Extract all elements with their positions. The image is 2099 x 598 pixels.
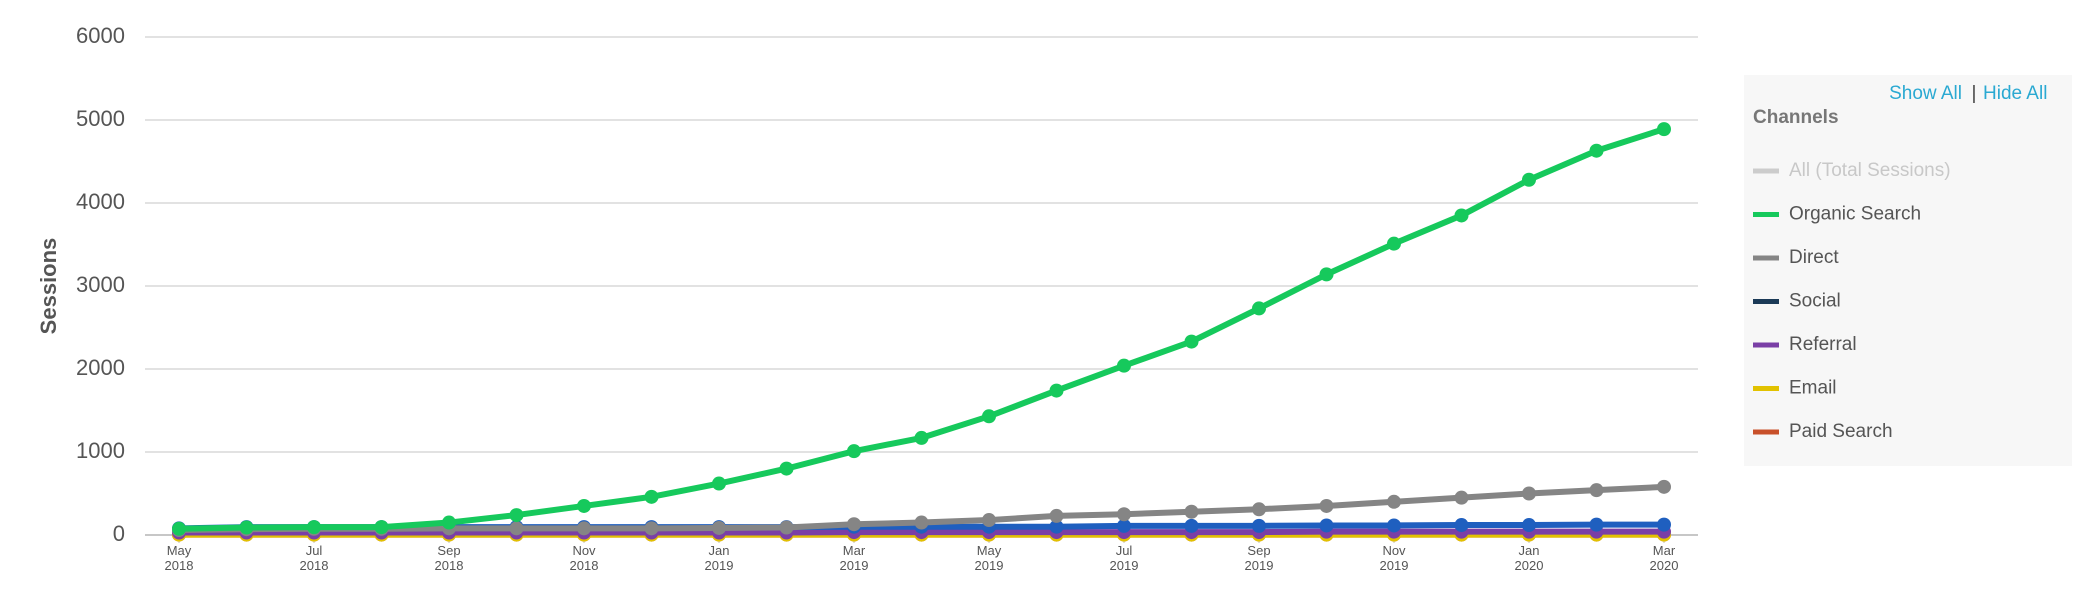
point	[374, 520, 389, 535]
legend-label[interactable]: Referral	[1789, 334, 1857, 355]
point	[1454, 518, 1469, 533]
point	[1657, 517, 1671, 532]
point	[1252, 518, 1266, 533]
point	[1049, 519, 1064, 534]
point	[914, 515, 929, 530]
legend-box	[1744, 75, 2072, 466]
y-tick-label: 4000	[76, 189, 125, 214]
x-tick-label: Jan 2020	[1515, 543, 1544, 573]
point	[442, 515, 456, 530]
point	[577, 521, 591, 536]
x-tick-label: Mar 2019	[840, 543, 869, 573]
point	[644, 521, 659, 536]
point	[172, 521, 186, 536]
point	[1522, 518, 1536, 533]
legend-label[interactable]: Organic Search	[1789, 204, 1921, 225]
point	[1117, 507, 1131, 522]
point	[1049, 383, 1064, 398]
point	[1522, 172, 1536, 187]
y-tick-label: 3000	[76, 272, 125, 297]
point	[982, 409, 996, 424]
x-tick-label: Jan 2019	[705, 543, 734, 573]
point	[1184, 504, 1199, 519]
point	[779, 461, 794, 476]
separator: |	[1972, 83, 1977, 104]
point	[1657, 122, 1671, 137]
y-tick-label: 1000	[76, 438, 125, 463]
point	[982, 513, 996, 528]
legend-label[interactable]: Paid Search	[1789, 421, 1893, 442]
point	[577, 498, 591, 513]
series-line	[178, 126, 1665, 532]
y-tick-label: 6000	[76, 23, 125, 48]
x-tick-label: Nov 2018	[570, 543, 599, 573]
point	[1522, 486, 1536, 501]
point	[1454, 490, 1469, 505]
point	[1117, 518, 1131, 533]
legend-label[interactable]: Social	[1789, 291, 1841, 312]
legend-label[interactable]: Email	[1789, 378, 1837, 399]
point	[914, 430, 929, 445]
point	[1454, 208, 1469, 223]
x-tick-label: Jul 2018	[300, 543, 329, 573]
x-tick-label: Sep 2019	[1245, 543, 1274, 573]
point	[509, 521, 524, 536]
point	[1252, 502, 1266, 517]
point	[1589, 483, 1604, 498]
point	[779, 520, 794, 535]
legend-label[interactable]: Direct	[1789, 247, 1839, 268]
y-tick-label: 5000	[76, 106, 125, 131]
point	[307, 520, 321, 535]
x-tick-label: Sep 2018	[435, 543, 464, 573]
y-tick-label: 0	[113, 521, 125, 546]
point	[1117, 358, 1131, 373]
point	[1387, 494, 1401, 509]
y-tick-label: 2000	[76, 355, 125, 380]
point	[1657, 479, 1671, 494]
hide-all-link[interactable]: Hide All	[1983, 83, 2047, 104]
point	[1184, 518, 1199, 533]
point	[1387, 518, 1401, 533]
point	[509, 508, 524, 523]
legend-title: Channels	[1753, 107, 1839, 128]
point	[1184, 334, 1199, 349]
point	[1589, 143, 1604, 158]
point	[1319, 267, 1334, 282]
point	[1049, 508, 1064, 523]
point	[644, 489, 659, 504]
x-tick-label: Jul 2019	[1110, 543, 1139, 573]
x-tick-label: Mar 2020	[1650, 543, 1679, 573]
x-tick-label: Nov 2019	[1380, 543, 1409, 573]
point	[1319, 518, 1334, 533]
show-all-link[interactable]: Show All	[1889, 83, 1962, 104]
point	[1252, 301, 1266, 316]
point	[847, 517, 861, 532]
point	[1319, 498, 1334, 513]
x-tick-label: May 2019	[975, 543, 1004, 573]
legend-label[interactable]: All (Total Sessions)	[1789, 160, 1951, 181]
x-tick-label: May 2018	[165, 543, 194, 573]
point	[1387, 236, 1401, 251]
point	[239, 520, 254, 535]
point	[1589, 517, 1604, 532]
point	[712, 520, 726, 535]
y-axis-title: Sessions	[36, 238, 61, 335]
point	[712, 476, 726, 491]
point	[847, 444, 861, 459]
